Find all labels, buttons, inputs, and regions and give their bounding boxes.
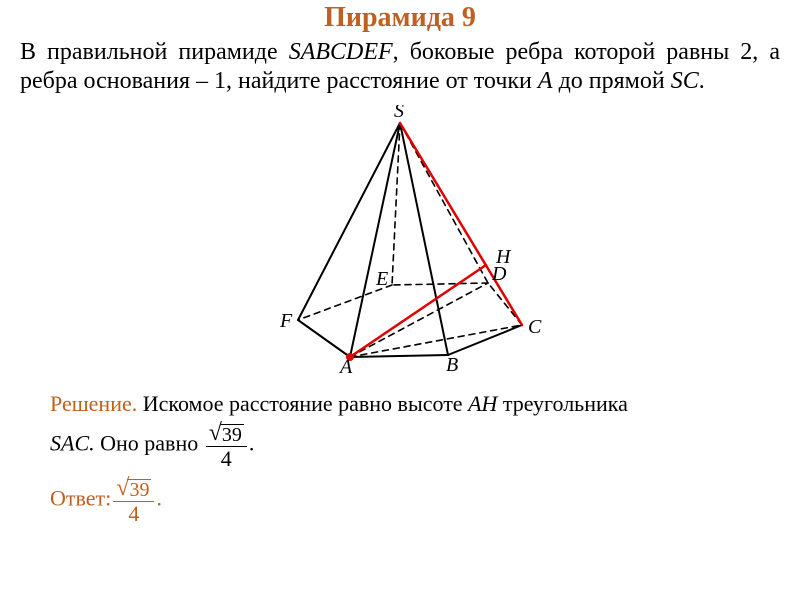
height-AH: AH xyxy=(468,391,497,416)
radicand: 39 xyxy=(127,479,151,500)
period: . xyxy=(249,430,255,455)
answer-fraction: √394 xyxy=(113,476,154,525)
pyramid-label: SABCDEF xyxy=(289,39,393,65)
fraction-den: 4 xyxy=(206,447,247,470)
svg-text:B: B xyxy=(446,354,458,375)
sqrt-icon: √39 xyxy=(209,421,244,445)
solution-line-1: Решение. Искомое расстояние равно высоте… xyxy=(50,386,760,421)
problem-text: до прямой xyxy=(553,68,671,94)
fraction-den: 4 xyxy=(113,502,154,525)
solution-block: Решение. Искомое расстояние равно высоте… xyxy=(20,386,780,525)
solution-label: Решение. xyxy=(50,391,137,416)
solution-text: Искомое расстояние равно высоте xyxy=(137,391,468,416)
sqrt-icon: √39 xyxy=(116,476,151,500)
svg-text:C: C xyxy=(528,316,542,338)
solution-line-2: SAC. Оно равно √394. xyxy=(50,421,760,470)
problem-text: . xyxy=(699,68,705,94)
pyramid-diagram: SABCDEFH xyxy=(220,105,580,375)
solution-text: треугольника xyxy=(497,391,627,416)
answer-block: Ответ:√394. xyxy=(50,476,760,525)
triangle-SAC: SAC. xyxy=(50,430,95,455)
slide: Пирамида 9 В правильной пирамиде SABCDEF… xyxy=(0,0,800,600)
problem-text: В правильной пирамиде xyxy=(20,39,289,65)
diagram-container: SABCDEFH xyxy=(20,105,780,380)
period: . xyxy=(156,485,162,510)
svg-text:F: F xyxy=(279,310,293,332)
radicand: 39 xyxy=(220,424,244,445)
svg-text:A: A xyxy=(338,356,353,375)
line-sc: SC xyxy=(671,68,699,94)
solution-fraction: √394 xyxy=(206,421,247,470)
problem-statement: В правильной пирамиде SABCDEF, боковые р… xyxy=(20,38,780,97)
svg-text:S: S xyxy=(394,105,404,122)
point-a: A xyxy=(538,68,553,94)
solution-text: Оно равно xyxy=(95,430,204,455)
slide-title: Пирамида 9 xyxy=(20,2,780,34)
svg-text:H: H xyxy=(495,246,512,268)
answer-label: Ответ: xyxy=(50,485,111,510)
svg-text:E: E xyxy=(375,268,388,290)
